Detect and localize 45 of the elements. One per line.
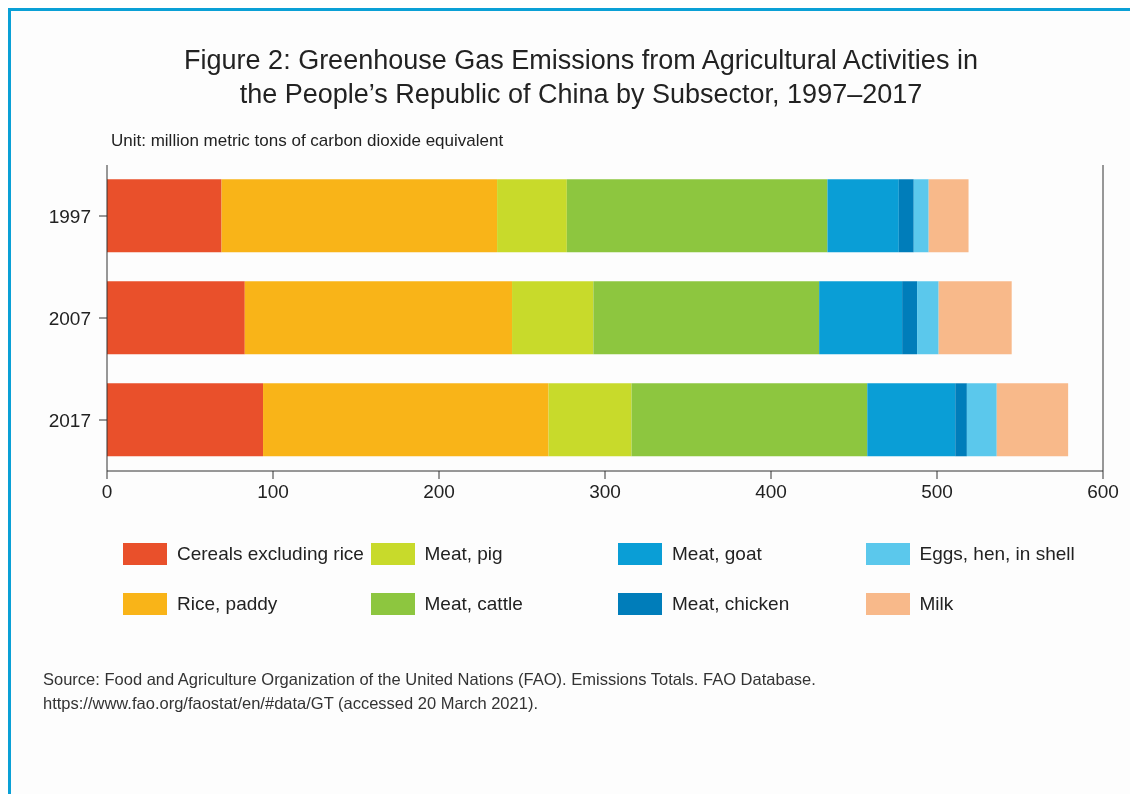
bar: [631, 383, 868, 457]
bar: [917, 281, 939, 355]
legend-label: Milk: [919, 593, 954, 615]
bar: [955, 383, 967, 457]
bar: [593, 281, 820, 355]
legend-label: Cereals excluding rice: [177, 543, 364, 565]
chart-title: Figure 2: Greenhouse Gas Emissions from Agricultural Activities in the People’s Republic of China by Subsector, 1997–2017: [183, 44, 979, 111]
bar: [966, 383, 997, 457]
bar: [221, 179, 498, 253]
y-tick-label: 2017: [48, 409, 91, 431]
x-tick-label: 200: [423, 481, 455, 503]
bar: [898, 179, 914, 253]
bar: [107, 281, 245, 355]
bar: [107, 179, 222, 253]
bar: [512, 281, 594, 355]
x-tick-label: 300: [589, 481, 621, 503]
source-note: Source: Food and Agriculture Organization of the United Nations (FAO). Emissions Totals. FAO Database. https://www.fao.org/faostat/en/#data/GT (accessed 20 March 2021).: [43, 669, 817, 714]
bar: [497, 179, 567, 253]
bar: [827, 179, 899, 253]
x-tick-label: 100: [257, 481, 289, 503]
bar: [996, 383, 1069, 457]
legend-label: Eggs, hen, in shell: [919, 543, 1075, 565]
bar: [107, 383, 264, 457]
y-tick-label: 1997: [48, 205, 91, 227]
legend-label: Meat, pig: [424, 543, 503, 565]
y-tick-label: 2007: [48, 307, 91, 329]
x-tick-label: 0: [101, 481, 113, 503]
bar: [938, 281, 1012, 355]
x-tick-label: 400: [755, 481, 787, 503]
bar: [819, 281, 903, 355]
legend-label: Meat, goat: [672, 543, 762, 565]
bar: [902, 281, 918, 355]
bar: [928, 179, 969, 253]
bar: [244, 281, 513, 355]
legend-label: Meat, chicken: [672, 593, 790, 615]
bar: [913, 179, 929, 253]
bar: [548, 383, 632, 457]
chart-subtitle: Unit: million metric tons of carbon dioxide equivalent: [111, 131, 505, 151]
legend-label: Meat, cattle: [424, 593, 523, 615]
bar: [566, 179, 828, 253]
x-tick-label: 500: [921, 481, 953, 503]
legend-label: Rice, paddy: [177, 593, 278, 615]
x-tick-label: 600: [1087, 481, 1119, 503]
bar: [263, 383, 549, 457]
bar: [867, 383, 956, 457]
